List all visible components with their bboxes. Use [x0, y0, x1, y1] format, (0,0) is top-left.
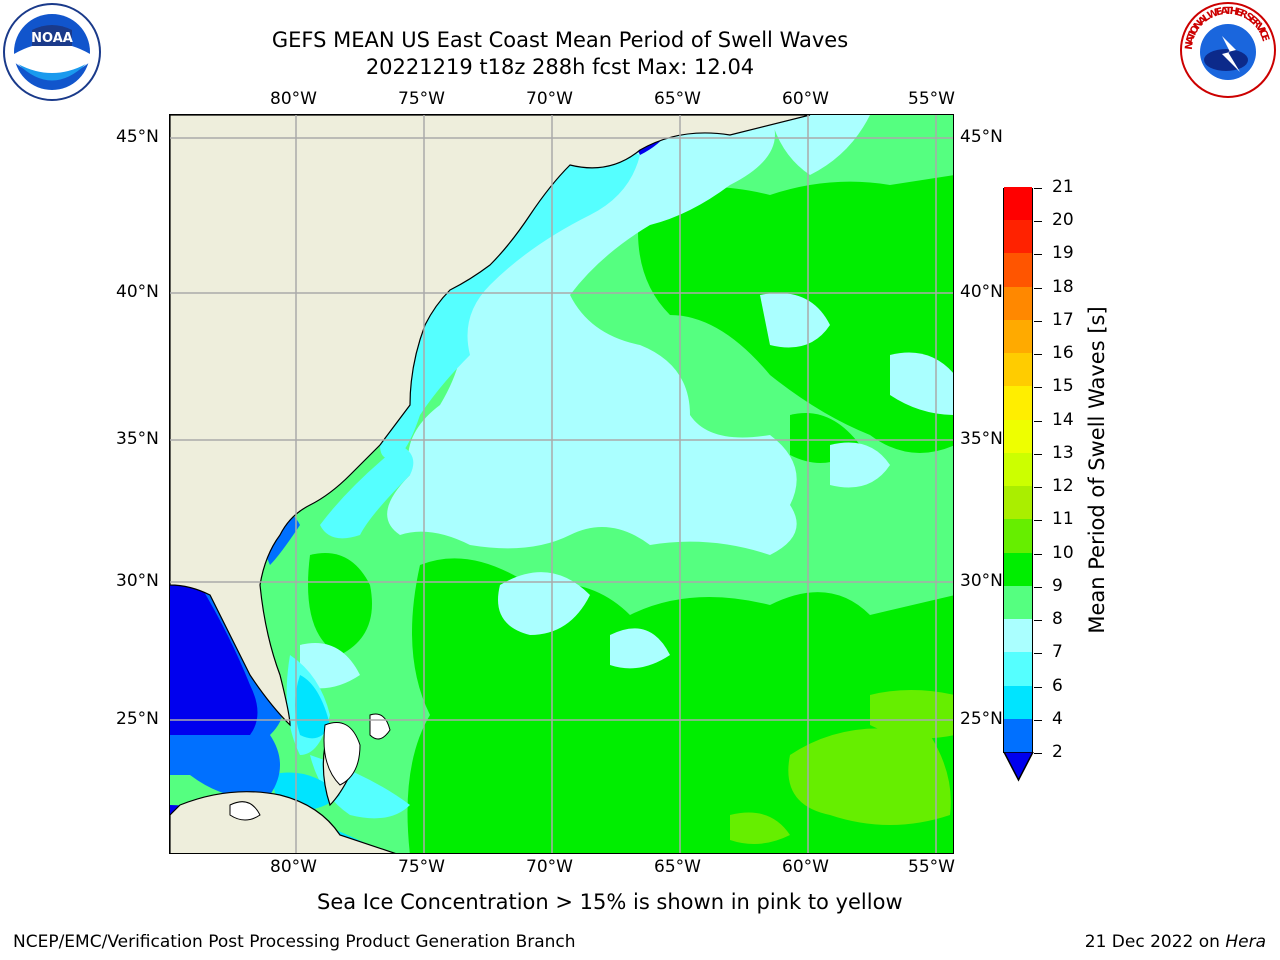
colorbar-tick: [1034, 453, 1042, 455]
colorbar-segment: [1004, 618, 1032, 653]
colorbar-tick: [1034, 553, 1042, 555]
colorbar-segment: [1004, 485, 1032, 520]
colorbar-tick-label: 17: [1052, 309, 1074, 330]
footer-branch: NCEP/EMC/Verification Post Processing Pr…: [13, 932, 576, 952]
colorbar-tick-label: 2: [1052, 742, 1063, 762]
colorbar-tick-label: 19: [1052, 243, 1074, 264]
colorbar-tick-label: 20: [1052, 210, 1074, 231]
colorbar-segment: [1004, 219, 1032, 254]
colorbar-tick: [1034, 387, 1042, 389]
colorbar-tick-label: 15: [1052, 376, 1074, 397]
colorbar-tick-label: 12: [1052, 476, 1074, 497]
colorbar-tick-label: 21: [1052, 177, 1074, 197]
colorbar-segment: [1004, 552, 1032, 586]
colorbar-segment: [1004, 585, 1032, 620]
colorbar-tick-label: 8: [1052, 609, 1063, 630]
colorbar-segment: [1004, 685, 1032, 719]
lat-label-left-45n: 45°N: [116, 127, 159, 147]
colorbar-tick: [1034, 520, 1042, 522]
footer-date: 21 Dec 2022 on Hera: [1085, 932, 1266, 952]
colorbar-tick: [1034, 420, 1042, 422]
nws-logo: NATIONAL WEATHER SERVICE: [1178, 0, 1278, 104]
colorbar-segment: [1004, 385, 1032, 420]
colorbar-tick: [1034, 653, 1042, 655]
colorbar-segment: [1004, 718, 1032, 752]
colorbar-tick: [1034, 254, 1042, 256]
colorbar-tick: [1034, 586, 1042, 588]
colorbar-tick-label: 14: [1052, 409, 1074, 430]
colorbar-tick-label: 10: [1052, 542, 1074, 563]
colorbar-tick-label: 4: [1052, 708, 1063, 729]
colorbar: [1003, 186, 1033, 753]
lon-label-top-60w: 60°W: [782, 89, 829, 109]
colorbar-tick-label: 6: [1052, 675, 1063, 696]
colorbar-tick-label: 16: [1052, 343, 1074, 364]
map-canvas: [170, 115, 953, 853]
colorbar-extend-arrow: [1003, 752, 1034, 782]
swell-period-map: [169, 114, 954, 854]
colorbar-segment: [1004, 186, 1032, 221]
lon-label-top-70w: 70°W: [526, 89, 573, 109]
colorbar-segment: [1004, 651, 1032, 686]
lon-label-bottom-65w: 65°W: [654, 857, 701, 877]
colorbar-tick: [1034, 287, 1042, 289]
sea-ice-note: Sea Ice Concentration > 15% is shown in …: [317, 890, 903, 914]
lat-label-right-30n: 30°N: [960, 571, 1003, 591]
lon-label-top-80w: 80°W: [270, 89, 317, 109]
svg-text:NOAA: NOAA: [31, 31, 73, 46]
colorbar-segment: [1004, 352, 1032, 387]
lon-label-top-55w: 55°W: [908, 89, 955, 109]
lat-label-left-35n: 35°N: [116, 429, 159, 449]
lon-label-top-75w: 75°W: [398, 89, 445, 109]
footer-date-text: 21 Dec 2022 on: [1084, 932, 1226, 952]
lat-label-left-25n: 25°N: [116, 709, 159, 729]
chart-subtitle: 20221219 t18z 288h fcst Max: 12.04: [365, 55, 755, 79]
lat-label-right-45n: 45°N: [960, 127, 1003, 147]
colorbar-segment: [1004, 319, 1032, 354]
colorbar-tick: [1034, 686, 1042, 688]
lon-label-bottom-80w: 80°W: [270, 857, 317, 877]
lat-label-right-35n: 35°N: [960, 429, 1003, 449]
colorbar-segment: [1004, 419, 1032, 453]
colorbar-tick: [1034, 753, 1042, 754]
colorbar-tick-label: 18: [1052, 276, 1074, 297]
lat-label-left-30n: 30°N: [116, 571, 159, 591]
colorbar-tick-label: 11: [1052, 509, 1074, 530]
noaa-logo: NOAA: [2, 2, 102, 106]
colorbar-tick-label: 7: [1052, 642, 1063, 663]
lat-label-left-40n: 40°N: [116, 282, 159, 302]
lat-label-right-40n: 40°N: [960, 282, 1003, 302]
colorbar-tick: [1034, 354, 1042, 356]
lon-label-bottom-55w: 55°W: [908, 857, 955, 877]
colorbar-tick-label: 13: [1052, 442, 1074, 463]
colorbar-segment: [1004, 452, 1032, 487]
colorbar-title: Mean Period of Swell Waves [s]: [1085, 306, 1109, 634]
lon-label-bottom-75w: 75°W: [398, 857, 445, 877]
colorbar-tick: [1034, 320, 1042, 322]
colorbar-tick: [1034, 719, 1042, 721]
lon-label-bottom-60w: 60°W: [782, 857, 829, 877]
colorbar-segment: [1004, 286, 1032, 320]
lon-label-top-65w: 65°W: [654, 89, 701, 109]
colorbar-segment: [1004, 518, 1032, 553]
colorbar-tick: [1034, 221, 1042, 223]
footer-host: Hera: [1225, 932, 1266, 952]
colorbar-tick: [1034, 188, 1042, 189]
colorbar-segment: [1004, 252, 1032, 287]
lon-label-bottom-70w: 70°W: [526, 857, 573, 877]
lat-label-right-25n: 25°N: [960, 709, 1003, 729]
colorbar-tick: [1034, 620, 1042, 622]
chart-title: GEFS MEAN US East Coast Mean Period of S…: [271, 28, 849, 52]
colorbar-tick: [1034, 487, 1042, 489]
colorbar-tick-label: 9: [1052, 575, 1063, 596]
